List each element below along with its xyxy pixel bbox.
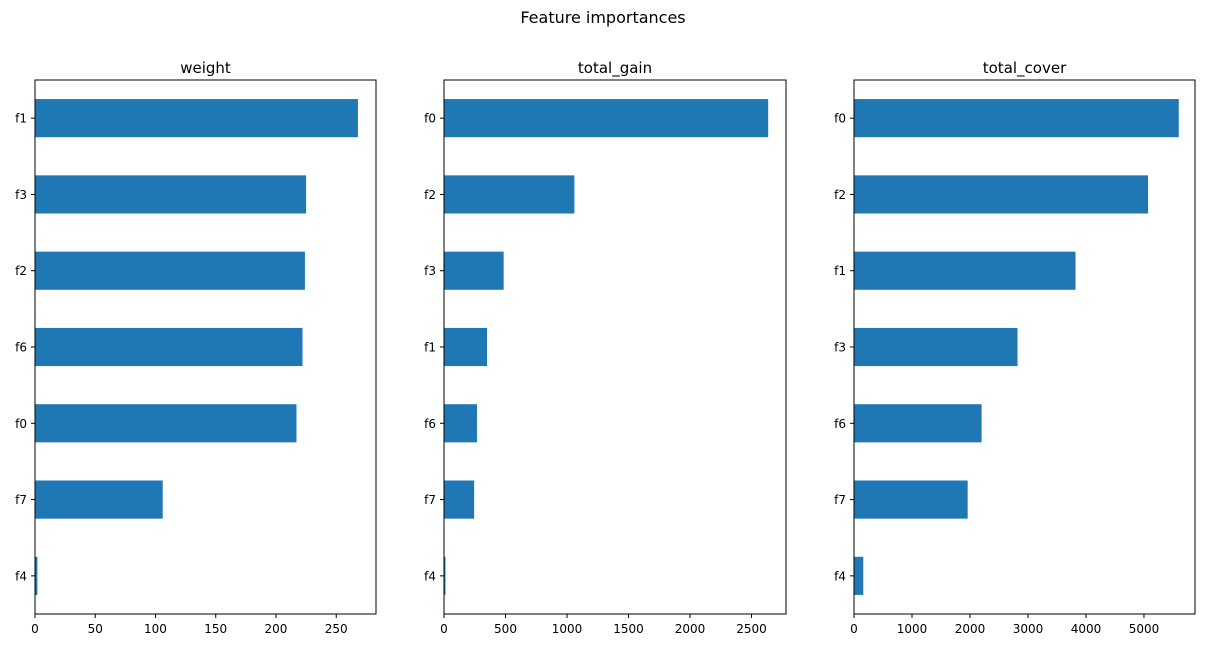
bar-total-cover-f0 — [854, 99, 1179, 138]
bar-total-gain-f2 — [444, 175, 575, 214]
x-tick-label: 1000 — [897, 622, 928, 636]
subplot-weight: weight f4 f7 f0 f6 f2 f3 f1 0 50 100 150 200 250 — [15, 59, 377, 636]
axes-frame-total-cover — [853, 79, 1196, 615]
bar-weight-f6 — [35, 327, 303, 367]
bar-total-cover-f7 — [854, 480, 968, 519]
subplot-title-total-cover: total_cover — [983, 59, 1067, 78]
x-tick-label: 500 — [494, 622, 517, 636]
x-tick-label: 150 — [204, 622, 227, 636]
bar-weight-f7 — [35, 480, 163, 519]
x-tick-label: 4000 — [1071, 622, 1102, 636]
bar-total-gain-f4 — [444, 556, 446, 595]
figure-title: Feature importances — [520, 8, 686, 27]
x-tick-label: 1000 — [552, 622, 583, 636]
bar-total-cover-f4 — [854, 556, 864, 595]
bar-total-gain-f1 — [444, 327, 488, 367]
y-tick-label-f2: f2 — [834, 188, 846, 202]
bar-total-gain-f3 — [444, 251, 504, 290]
y-tick-label-f4: f4 — [424, 569, 436, 583]
y-tick-label-f1: f1 — [15, 112, 27, 126]
x-tick-label: 200 — [265, 622, 288, 636]
x-tick-label: 100 — [144, 622, 167, 636]
bar-weight-f0 — [35, 404, 297, 443]
y-tick-label-f1: f1 — [424, 341, 436, 355]
y-tick-label-f3: f3 — [424, 264, 436, 278]
y-tick-label-f7: f7 — [424, 493, 436, 507]
axes-frame-weight — [34, 79, 377, 615]
y-tick-label-f7: f7 — [15, 493, 27, 507]
x-tick-label: 250 — [325, 622, 348, 636]
bar-total-cover-f3 — [854, 327, 1018, 367]
x-tick-label: 50 — [88, 622, 103, 636]
bar-total-cover-f1 — [854, 251, 1076, 290]
y-tick-label-f0: f0 — [424, 112, 436, 126]
bar-total-cover-f6 — [854, 404, 982, 443]
x-tick-label: 2000 — [955, 622, 986, 636]
bar-weight-f2 — [35, 251, 305, 290]
subplot-title-weight: weight — [180, 59, 231, 77]
y-tick-label-f0: f0 — [15, 417, 27, 431]
bar-total-gain-f6 — [444, 404, 477, 443]
x-tick-label: 2500 — [736, 622, 767, 636]
y-tick-label-f0: f0 — [834, 112, 846, 126]
x-tick-label: 0 — [440, 622, 448, 636]
y-tick-label-f4: f4 — [834, 569, 846, 583]
y-tick-label-f1: f1 — [834, 264, 846, 278]
x-tick-label: 5000 — [1129, 622, 1160, 636]
y-tick-label-f2: f2 — [15, 264, 27, 278]
bar-total-gain-f0 — [444, 99, 769, 138]
y-tick-label-f3: f3 — [834, 341, 846, 355]
y-tick-label-f7: f7 — [834, 493, 846, 507]
y-tick-label-f3: f3 — [15, 188, 27, 202]
x-tick-label: 0 — [850, 622, 858, 636]
bar-weight-f4 — [35, 556, 38, 595]
x-tick-label: 0 — [31, 622, 39, 636]
x-tick-label: 3000 — [1013, 622, 1044, 636]
x-tick-label: 2000 — [675, 622, 706, 636]
x-tick-label: 1500 — [613, 622, 644, 636]
y-tick-label-f6: f6 — [15, 341, 27, 355]
subplot-title-total-gain: total_gain — [578, 59, 652, 78]
y-tick-label-f2: f2 — [424, 188, 436, 202]
y-tick-label-f4: f4 — [15, 569, 27, 583]
subplot-total-gain: total_gain f4 f7 f6 f1 f3 f2 f0 0 500 1000 1500 2000… — [424, 59, 787, 636]
axes-frame-total-gain — [443, 79, 787, 615]
subplot-total-cover: total_cover f4 f7 f6 f3 f1 f2 f0 0 1000 2000 3000 40… — [834, 59, 1196, 636]
y-tick-label-f6: f6 — [424, 417, 436, 431]
bar-total-cover-f2 — [854, 175, 1149, 214]
bar-total-gain-f7 — [444, 480, 475, 519]
bar-weight-f3 — [35, 175, 307, 214]
y-tick-label-f6: f6 — [834, 417, 846, 431]
bar-weight-f1 — [35, 99, 358, 138]
